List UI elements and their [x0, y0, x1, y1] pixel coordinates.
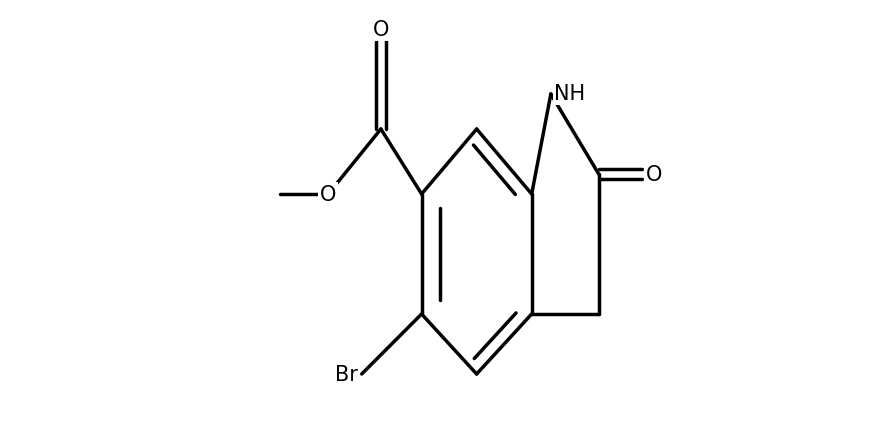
Text: O: O [646, 164, 663, 184]
Text: Br: Br [334, 364, 358, 384]
Text: O: O [373, 20, 389, 40]
Text: O: O [320, 184, 336, 204]
Text: NH: NH [554, 84, 585, 104]
